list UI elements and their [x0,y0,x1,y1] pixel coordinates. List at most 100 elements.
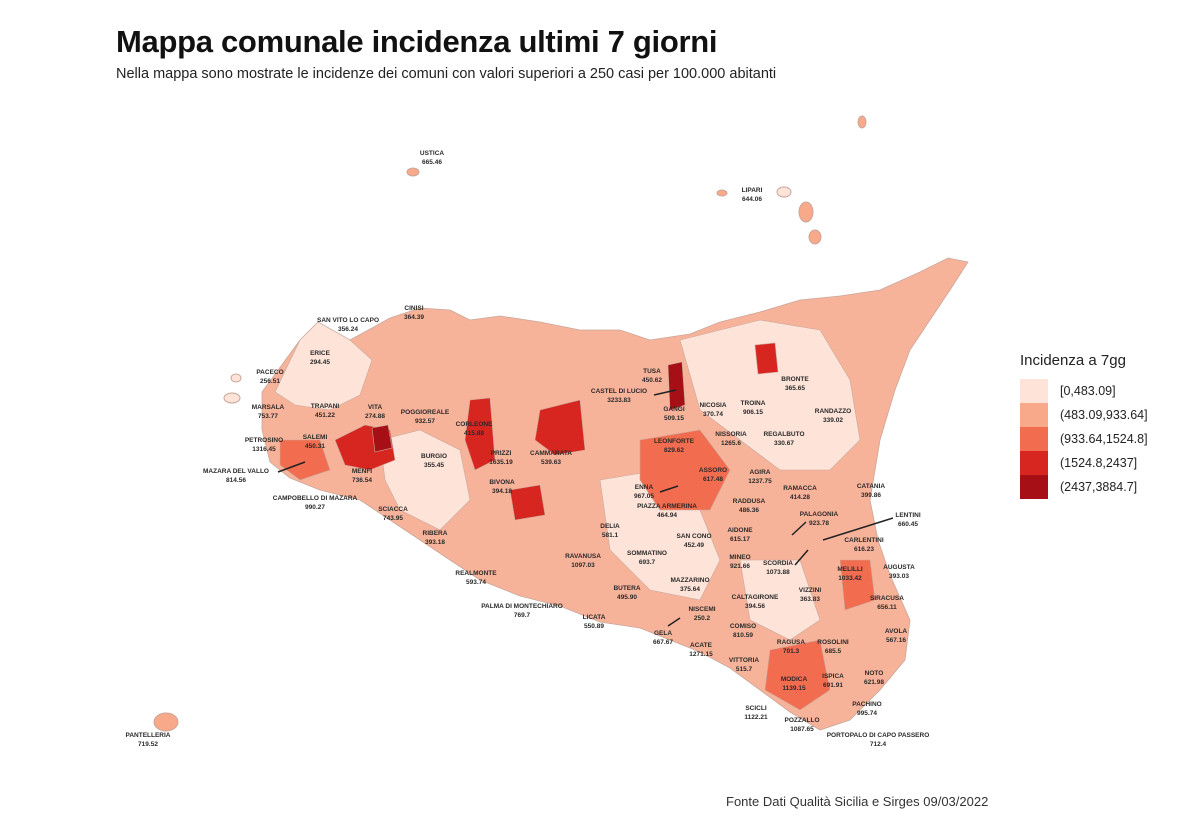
island-aeolian [857,115,867,129]
region-medium [639,429,731,511]
legend-item: [0,483.09] [1020,379,1148,403]
legend-swatch [1020,379,1048,403]
island-pantelleria [153,712,179,732]
legend-label: (1524.8,2437] [1060,456,1138,470]
region-light [739,559,821,641]
region-dark [509,484,546,521]
island-ustica [406,167,420,177]
region-darkest [371,424,393,453]
island-aeolian [716,189,728,197]
legend-item: (2437,3884.7] [1020,475,1148,499]
municipality-labels: USTICA 665.46 LIPARI 644.06 SAN VITO LO CA… [125,150,929,748]
region-light [274,321,373,411]
source-note: Fonte Dati Qualità Sicilia e Sirges 09/0… [726,794,989,809]
map-title: Mappa comunale incidenza ultimi 7 giorni [116,24,718,59]
region-light [679,319,861,471]
island-aeolian [776,186,792,198]
legend-label: (483.09,933.64] [1060,408,1148,422]
island-aeolian [808,229,822,245]
legend-item: (483.09,933.64] [1020,403,1148,427]
legend-title: Incidenza a 7gg [1020,352,1126,369]
region-medium [764,639,831,711]
legend-label: [0,483.09] [1060,384,1116,398]
region-dark [464,397,496,471]
region-light [379,429,471,531]
region-medium [279,439,331,481]
island-aeolian [798,201,814,223]
region-medium [839,559,876,611]
legend-swatch [1020,403,1048,427]
legend-item: (1524.8,2437] [1020,451,1148,475]
island-egadi [223,392,241,404]
island-egadi [230,373,242,383]
map-subtitle: Nella mappa sono mostrate le incidenze d… [116,66,777,82]
legend-swatch [1020,475,1048,499]
legend-label: (2437,3884.7] [1060,480,1138,494]
legend-label: (933.64,1524.8] [1060,432,1148,446]
region-dark [534,399,586,456]
